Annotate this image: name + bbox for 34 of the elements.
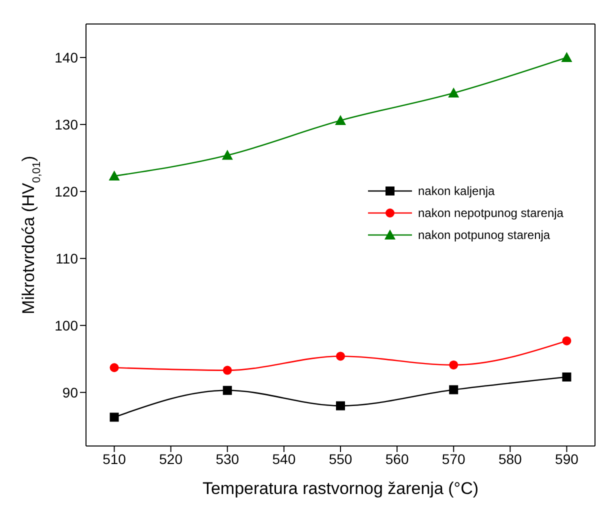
x-tick-label: 560 — [385, 450, 409, 467]
legend-label: nakon kaljenja — [418, 184, 495, 198]
x-tick-label: 510 — [102, 450, 126, 467]
point — [449, 360, 458, 370]
x-tick-label: 530 — [216, 450, 240, 467]
x-tick-label: 590 — [555, 450, 579, 467]
legend-label: nakon nepotpunog starenja — [418, 206, 564, 220]
point — [222, 386, 232, 395]
y-tick-label: 130 — [54, 116, 78, 132]
y-tick-label: 100 — [54, 317, 78, 334]
point — [448, 87, 460, 98]
x-tick-label: 540 — [272, 450, 296, 467]
point — [110, 363, 119, 372]
point — [449, 385, 458, 394]
y-tick-label: 110 — [56, 250, 78, 266]
point — [336, 401, 345, 410]
y-tick-label: 90 — [62, 384, 78, 400]
x-tick-label: 580 — [498, 450, 522, 467]
y-tick-label: 140 — [54, 49, 78, 66]
legend-label: nakon potpunog starenja — [418, 228, 550, 242]
x-axis-title: Temperatura rastvornog žarenja (°C) — [202, 479, 479, 498]
x-tick-label: 570 — [442, 450, 466, 467]
point — [110, 412, 119, 422]
point — [562, 372, 572, 382]
point — [222, 366, 232, 375]
point — [562, 336, 572, 346]
point — [336, 352, 345, 361]
y-tick-label: 120 — [54, 183, 78, 200]
x-tick-label: 520 — [159, 450, 183, 467]
x-tick-label: 550 — [328, 450, 352, 467]
point — [561, 52, 572, 62]
point — [222, 150, 233, 160]
point — [335, 114, 346, 125]
point — [108, 170, 120, 181]
